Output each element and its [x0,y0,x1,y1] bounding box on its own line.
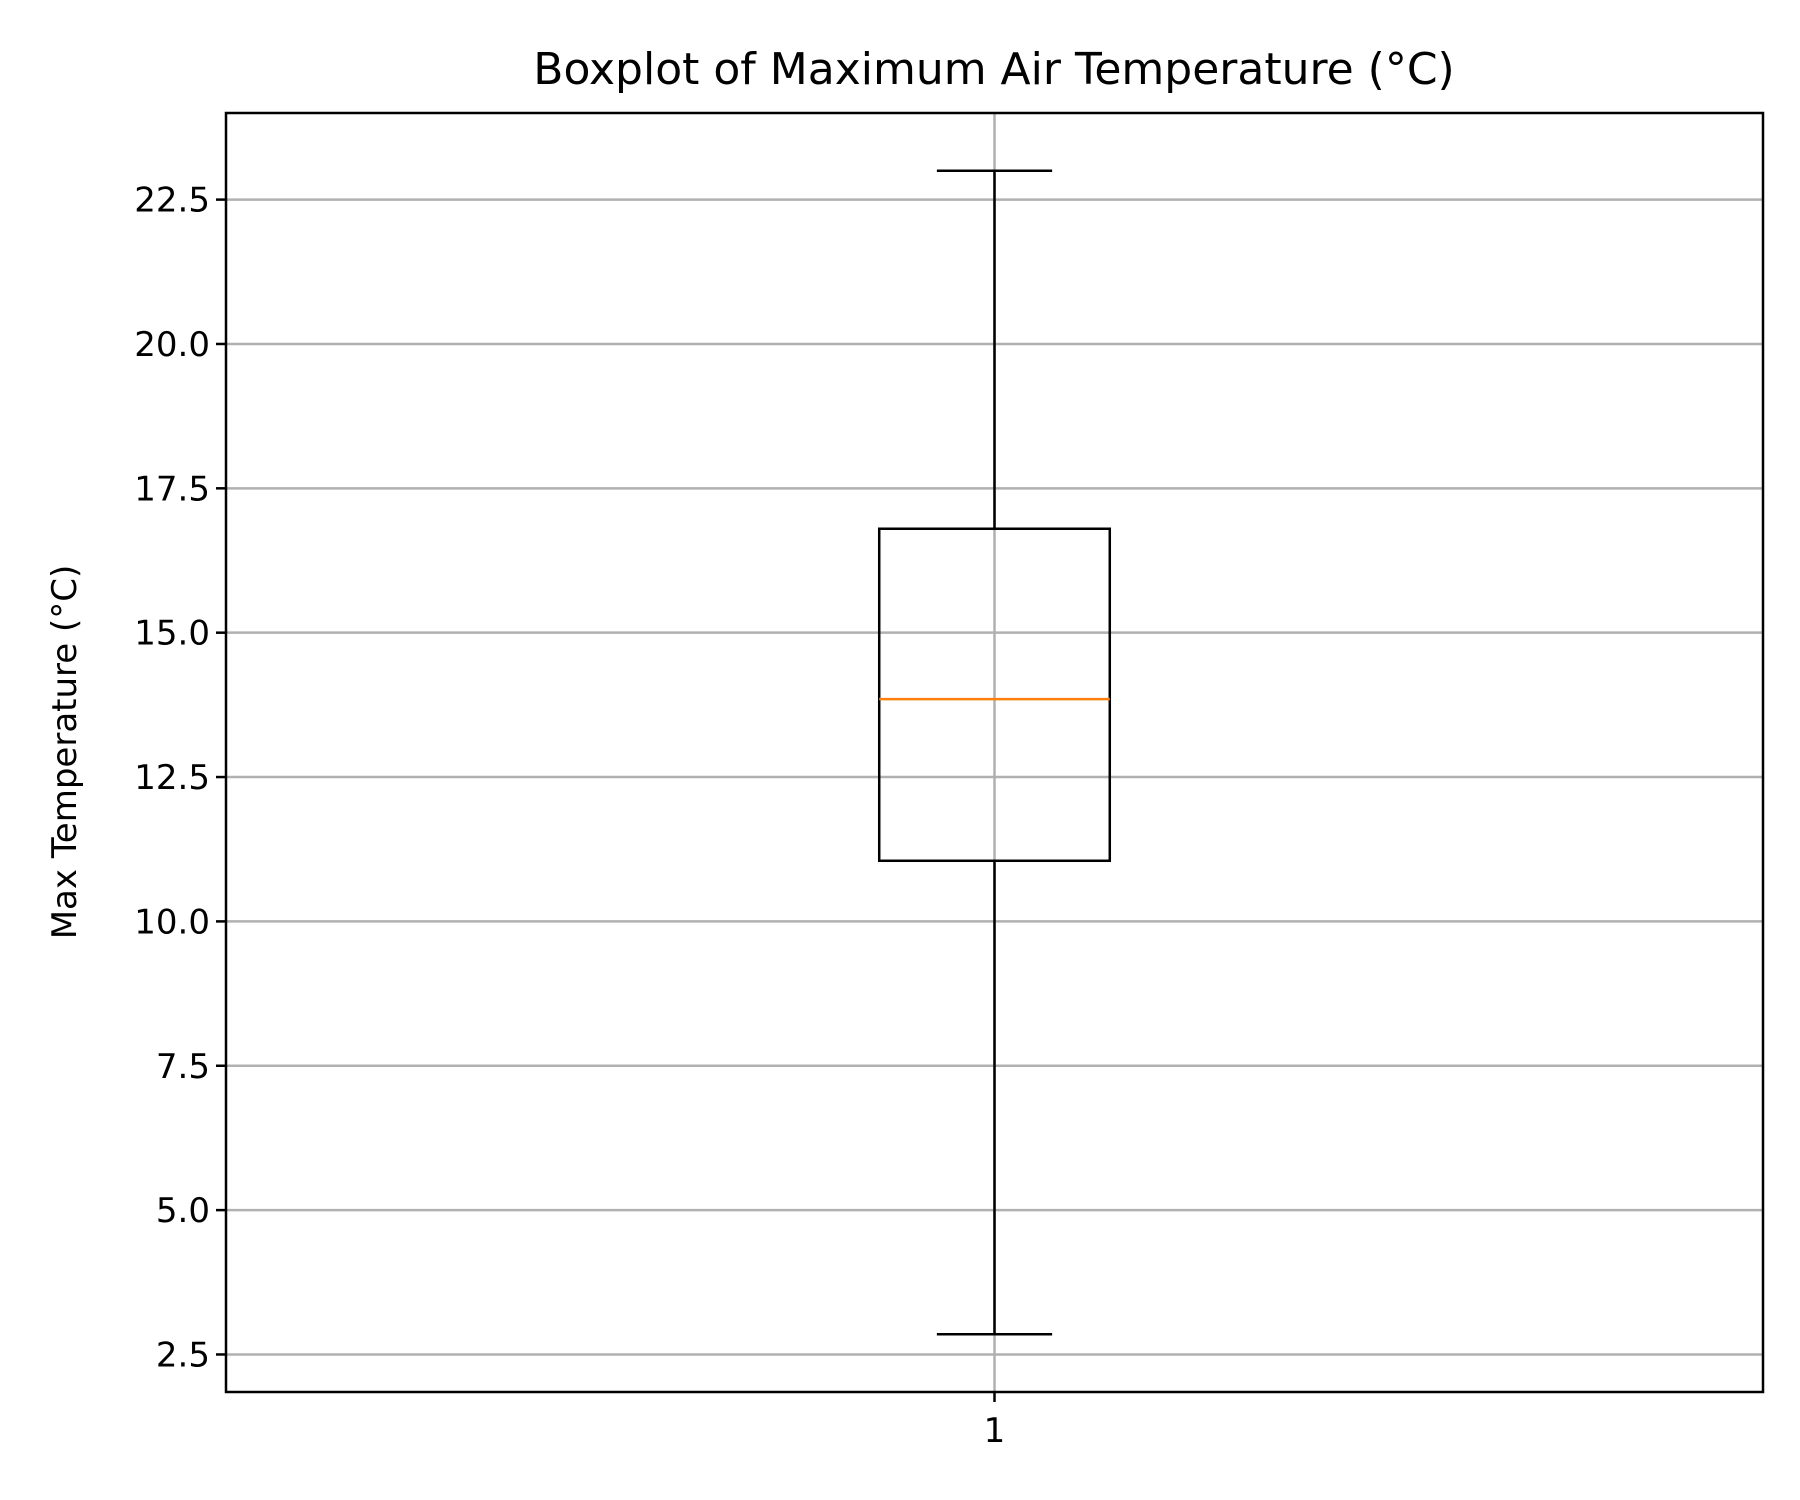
chart-title: Boxplot of Maximum Air Temperature (°C) [533,44,1454,95]
y-tick-label: 15.0 [134,614,210,654]
x-axis-ticks: 1 [984,1392,1006,1451]
y-tick-label: 5.0 [156,1191,210,1231]
y-tick-label: 20.0 [134,325,210,365]
y-tick-label: 12.5 [134,758,210,798]
x-tick-label: 1 [984,1411,1006,1451]
y-axis-label: Max Temperature (°C) [45,565,85,940]
y-tick-label: 2.5 [156,1335,210,1375]
box-layer [877,169,1112,1336]
plot-frame [224,111,1765,1394]
y-tick-label: 10.0 [134,902,210,942]
y-tick-label: 17.5 [134,469,210,509]
y-tick-label: 22.5 [134,181,210,221]
y-axis-ticks: 2.5 5.0 7.5 10.0 12.5 15.0 17.5 20.0 22.5 [134,181,226,1375]
y-tick-label: 7.5 [156,1047,210,1087]
iqr-box [877,527,1112,863]
